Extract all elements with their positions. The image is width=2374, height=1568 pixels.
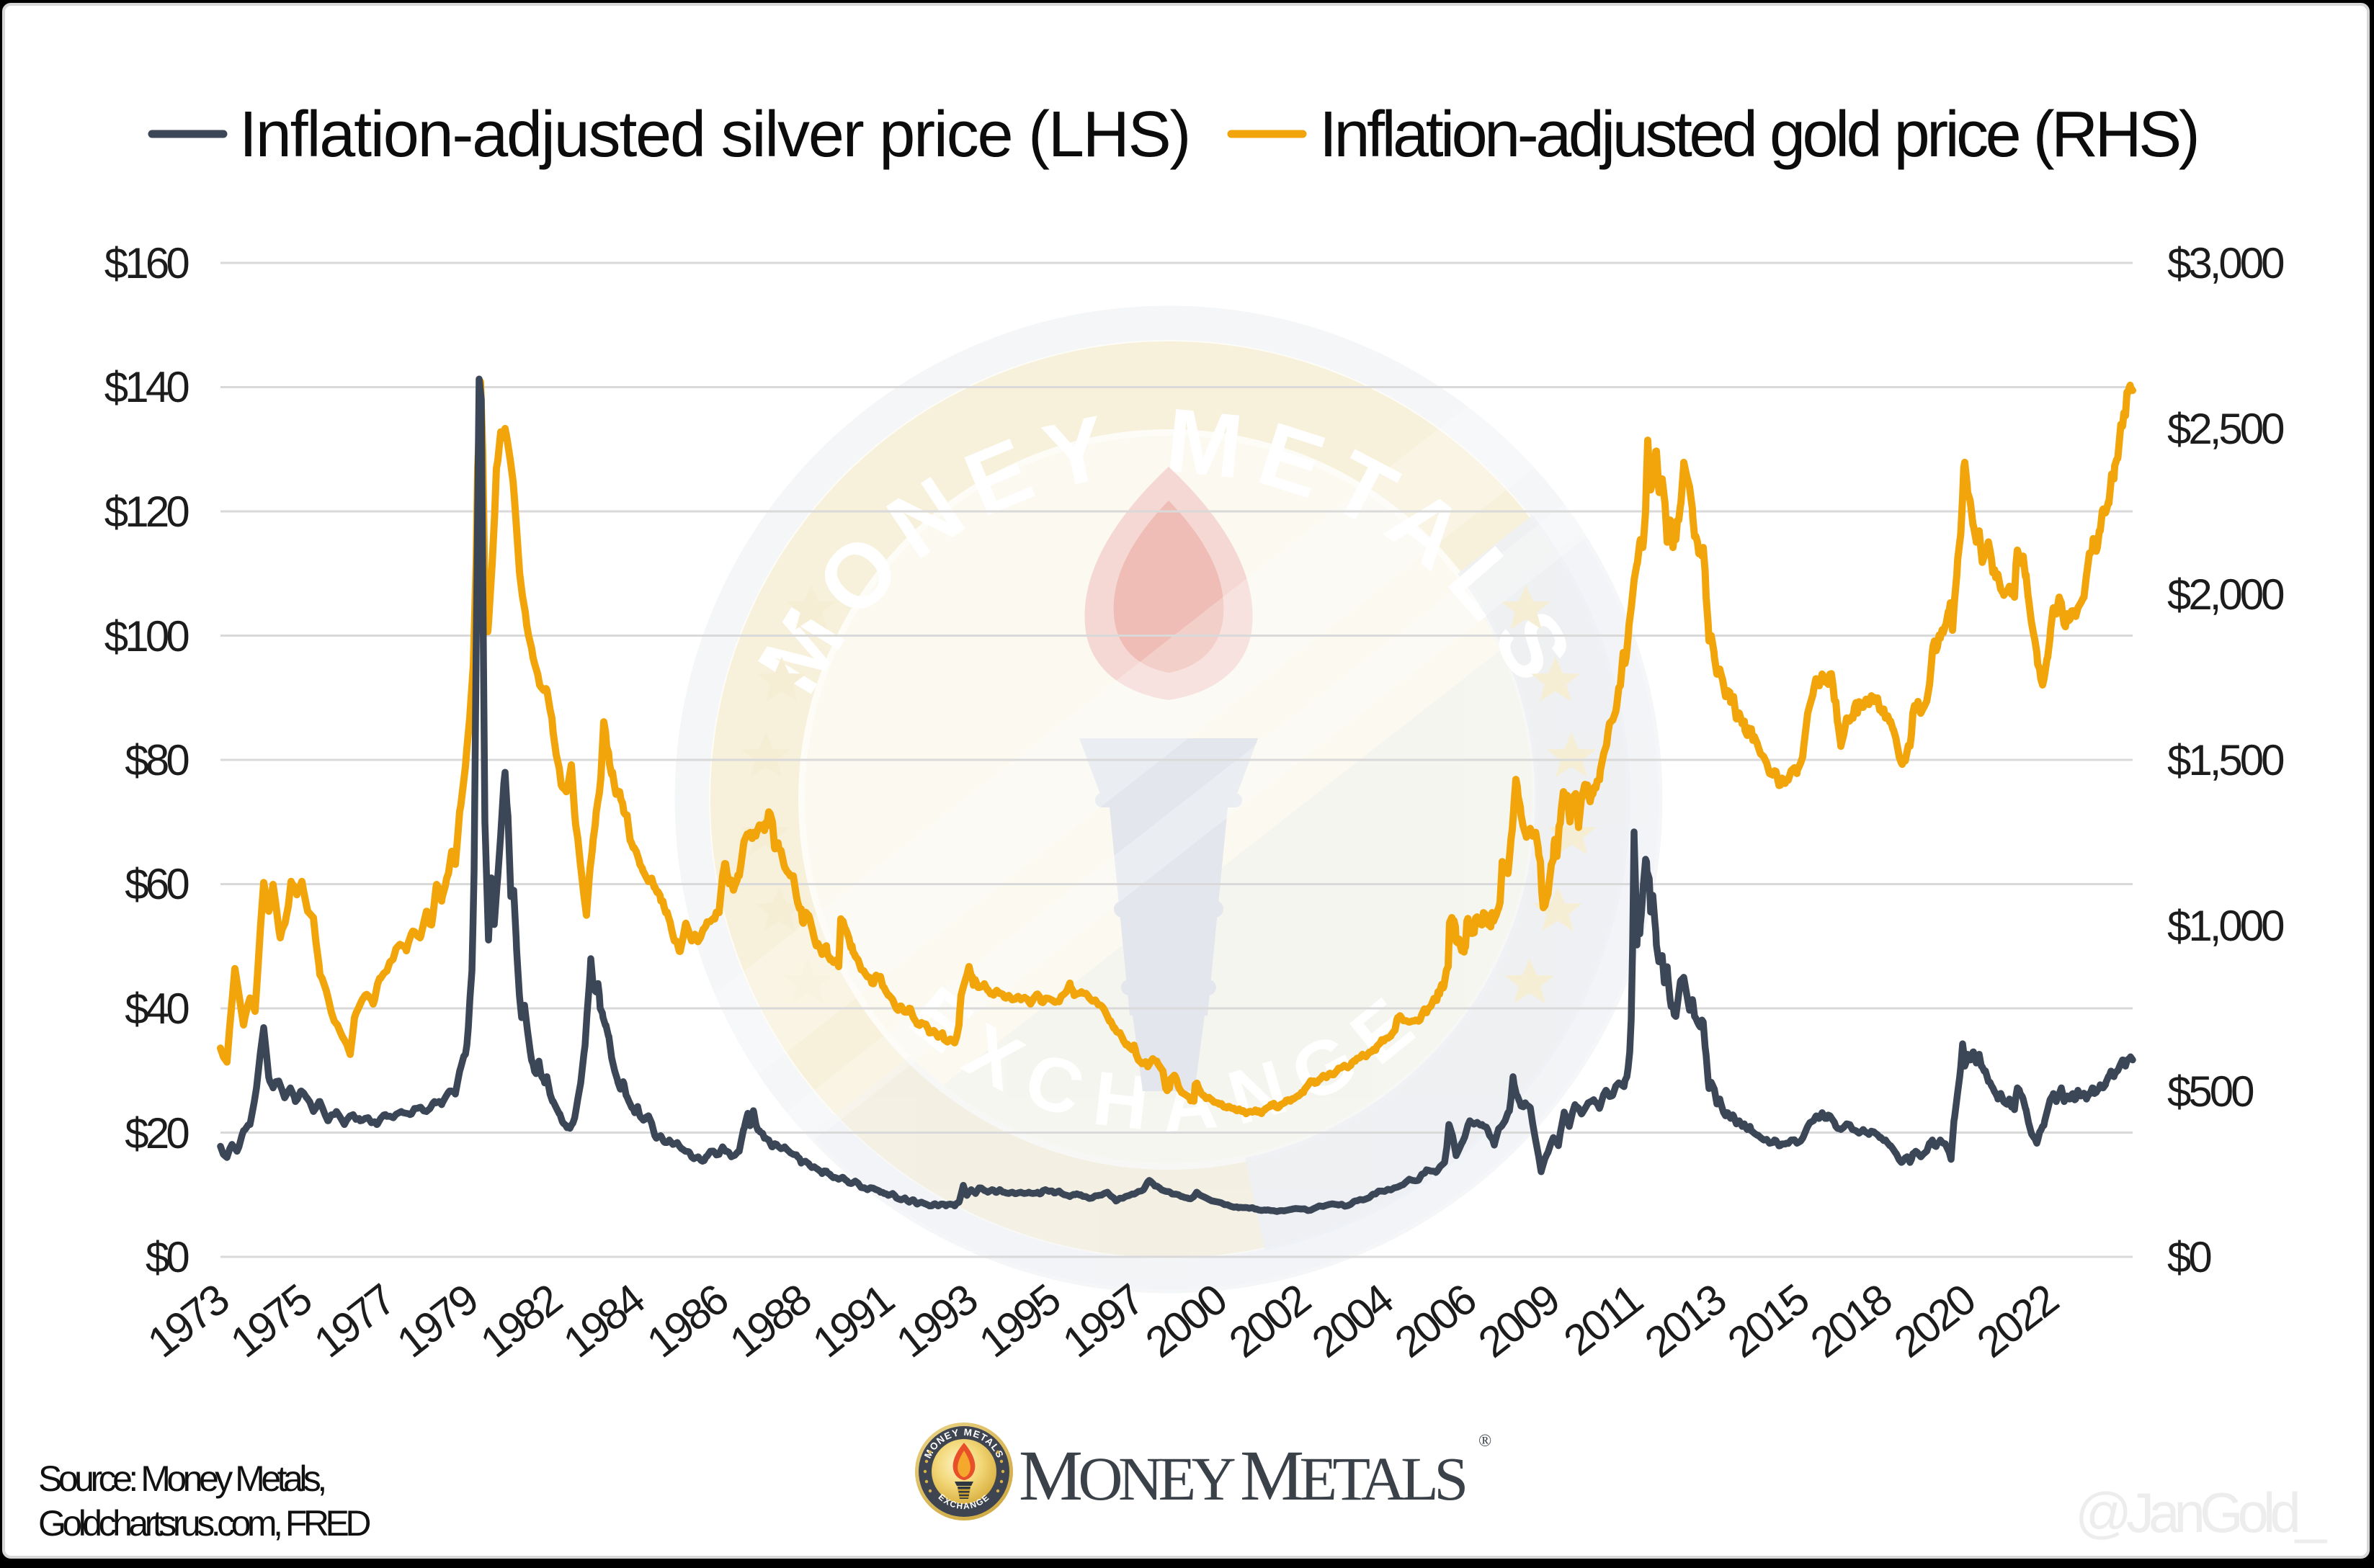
svg-text:1977: 1977 xyxy=(305,1276,403,1367)
svg-text:1973: 1973 xyxy=(139,1276,237,1367)
svg-text:1986: 1986 xyxy=(638,1276,736,1367)
svg-text:Source: Money Metals,: Source: Money Metals, xyxy=(38,1459,324,1499)
svg-text:2006: 2006 xyxy=(1386,1276,1484,1367)
svg-text:Inflation-adjusted silver pric: Inflation-adjusted silver price (LHS) xyxy=(239,99,1190,171)
svg-text:$1,000: $1,000 xyxy=(2167,902,2284,950)
svg-text:2002: 2002 xyxy=(1221,1276,1318,1367)
svg-text:1993: 1993 xyxy=(888,1276,986,1367)
svg-text:2013: 2013 xyxy=(1636,1276,1734,1367)
svg-text:$140: $140 xyxy=(104,363,189,411)
svg-text:$500: $500 xyxy=(2167,1067,2254,1116)
svg-text:2020: 2020 xyxy=(1886,1275,1984,1367)
svg-text:Inflation-adjusted gold price: Inflation-adjusted gold price (RHS) xyxy=(1319,99,2197,171)
svg-text:1982: 1982 xyxy=(472,1276,570,1367)
svg-text:2022: 2022 xyxy=(1968,1276,2066,1367)
svg-text:$2,000: $2,000 xyxy=(2167,570,2284,619)
svg-text:$100: $100 xyxy=(104,612,189,660)
svg-text:$80: $80 xyxy=(125,736,189,784)
svg-text:2009: 2009 xyxy=(1470,1276,1568,1367)
svg-text:$2,500: $2,500 xyxy=(2167,405,2284,453)
svg-text:1979: 1979 xyxy=(388,1276,486,1367)
svg-text:1975: 1975 xyxy=(222,1276,320,1367)
svg-text:2004: 2004 xyxy=(1303,1275,1402,1367)
svg-text:$40: $40 xyxy=(125,985,189,1033)
svg-text:$0: $0 xyxy=(146,1233,189,1281)
svg-text:$1,500: $1,500 xyxy=(2167,736,2284,784)
svg-text:2018: 2018 xyxy=(1802,1276,1900,1367)
svg-text:$60: $60 xyxy=(125,860,189,908)
svg-text:$3,000: $3,000 xyxy=(2167,239,2284,287)
svg-text:$120: $120 xyxy=(104,488,189,536)
svg-text:1988: 1988 xyxy=(721,1276,819,1367)
svg-text:2015: 2015 xyxy=(1719,1276,1817,1367)
svg-text:1991: 1991 xyxy=(804,1276,902,1367)
svg-text:1984: 1984 xyxy=(555,1275,653,1367)
svg-text:1995: 1995 xyxy=(970,1276,1068,1367)
svg-text:$20: $20 xyxy=(125,1109,189,1157)
svg-text:Goldchartsrus.com, FRED: Goldchartsrus.com, FRED xyxy=(38,1503,370,1544)
svg-text:®: ® xyxy=(1478,1432,1491,1451)
svg-text:2011: 2011 xyxy=(1555,1276,1651,1365)
svg-text:$160: $160 xyxy=(104,239,189,287)
svg-text:MONEY METALS: MONEY METALS xyxy=(1019,1435,1465,1515)
svg-text:$0: $0 xyxy=(2167,1233,2211,1281)
svg-text:@JanGold_: @JanGold_ xyxy=(2075,1481,2328,1544)
